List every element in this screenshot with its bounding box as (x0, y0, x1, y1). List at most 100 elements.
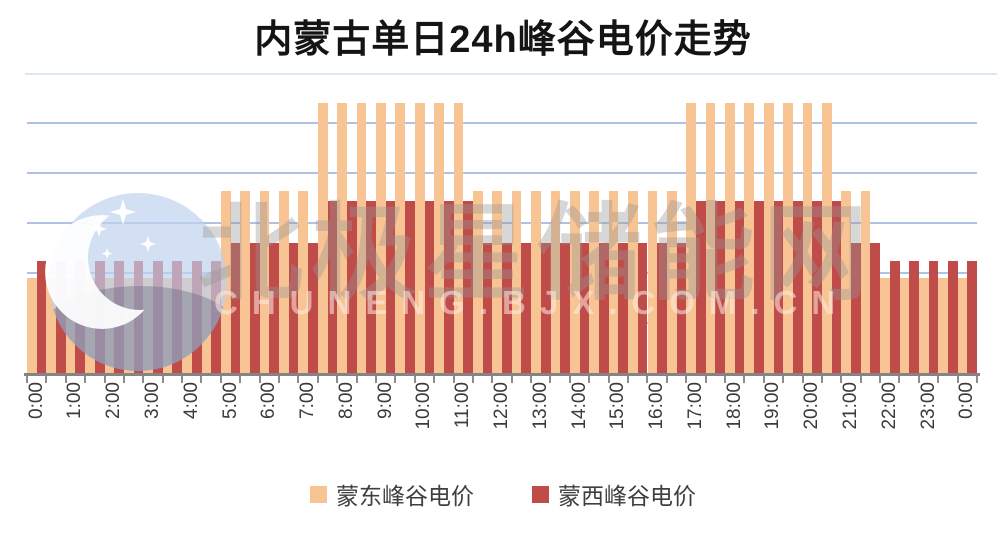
bar (899, 278, 910, 373)
bar-group-0:00 (957, 73, 978, 373)
x-axis-label: 5:00 (219, 382, 241, 419)
x-axis-tick (627, 376, 630, 383)
bar (395, 103, 406, 373)
bar-group-3:30 (162, 73, 183, 373)
x-axis-tick (26, 376, 28, 383)
x-axis-tick (471, 376, 474, 383)
x-axis-label: 22:00 (878, 382, 900, 430)
bar (521, 243, 532, 373)
x-axis-tick (588, 376, 591, 383)
legend-label-mengdong: 蒙东峰谷电价 (336, 483, 474, 509)
bar-group-11:00 (453, 73, 473, 373)
bar (715, 200, 726, 373)
x-axis-label: 11:00 (452, 382, 474, 429)
x-axis-tick (549, 376, 552, 383)
bar (337, 103, 347, 373)
bar-group-22:30 (899, 73, 919, 373)
bar (376, 103, 386, 373)
x-axis-tick (530, 376, 533, 383)
x-axis-label: 12:00 (491, 382, 512, 430)
legend-label-mengxi: 蒙西峰谷电价 (558, 483, 696, 509)
bar (472, 190, 483, 373)
x-axis-tick (413, 376, 416, 383)
bar-group-10:30 (434, 73, 454, 373)
bar (259, 190, 270, 373)
chart-title: 内蒙古单日24h峰谷电价走势 (254, 19, 752, 61)
bar (792, 200, 803, 373)
legend-item-mengxi: 蒙西峰谷电价 (532, 477, 696, 511)
bar-group-15:00 (608, 73, 629, 373)
x-axis-label: 17:00 (684, 382, 706, 430)
x-axis-tick (743, 376, 746, 383)
x-axis-tick (336, 376, 339, 383)
bar-group-3:00 (143, 73, 163, 373)
gridline (27, 172, 977, 174)
bar-group-2:00 (104, 73, 124, 373)
bar (356, 103, 367, 373)
gridline (27, 122, 977, 124)
bar-group-8:30 (356, 73, 377, 373)
bar-group-16:30 (666, 73, 687, 373)
bar (666, 190, 677, 373)
bar-group-4:00 (182, 73, 202, 373)
bar (153, 260, 163, 373)
x-axis-label: 10:00 (413, 382, 435, 430)
bar (502, 243, 512, 373)
bar (220, 190, 231, 373)
bar (94, 260, 105, 373)
bar (482, 243, 493, 373)
bar-group-5:00 (220, 73, 241, 373)
plot-area (27, 73, 978, 373)
bar (783, 103, 793, 373)
bar (948, 260, 958, 373)
bar (860, 190, 871, 373)
bar (628, 190, 638, 373)
bar-group-4:30 (201, 73, 221, 373)
x-axis-tick (937, 376, 940, 383)
x-axis-tick (510, 376, 513, 383)
bar (822, 103, 832, 373)
bar (463, 200, 473, 373)
bar (385, 200, 396, 373)
bar (211, 260, 221, 373)
bar (870, 243, 881, 373)
bar-group-14:00 (569, 73, 590, 373)
bar (589, 190, 600, 373)
bar (880, 278, 890, 373)
bar-group-2:30 (123, 73, 144, 373)
bar-group-21:30 (860, 73, 881, 373)
bar-group-0:00 (27, 73, 47, 373)
bar (327, 200, 338, 373)
bar (686, 103, 696, 373)
bar (511, 190, 522, 373)
bar (143, 278, 154, 373)
bar (172, 260, 183, 373)
bar (182, 278, 192, 373)
bar-group-12:00 (492, 73, 512, 373)
bar (424, 200, 435, 373)
x-axis-label: 0:00 (25, 382, 47, 419)
bar (889, 260, 900, 373)
x-axis-tick (355, 376, 358, 383)
x-axis-label: 15:00 (607, 382, 629, 430)
bar (695, 200, 706, 373)
bar-group-7:30 (317, 73, 338, 373)
x-axis-label: 13:00 (529, 382, 551, 430)
bar (599, 243, 609, 373)
bar (279, 190, 289, 373)
bar-group-13:30 (550, 73, 570, 373)
bar-group-11:30 (472, 73, 493, 373)
x-axis-tick (685, 376, 688, 383)
x-axis-tick (607, 376, 610, 383)
x-axis-label: 7:00 (297, 382, 319, 419)
bar (560, 243, 570, 373)
x-axis-tick (568, 376, 571, 383)
bar-group-17:00 (686, 73, 706, 373)
bar-group-19:30 (783, 73, 803, 373)
bar (608, 190, 619, 373)
bar (298, 190, 309, 373)
bar (75, 260, 86, 373)
x-axis-label: 1:00 (64, 382, 86, 419)
x-axis-tick (859, 376, 862, 383)
bar-group-9:30 (395, 73, 415, 373)
